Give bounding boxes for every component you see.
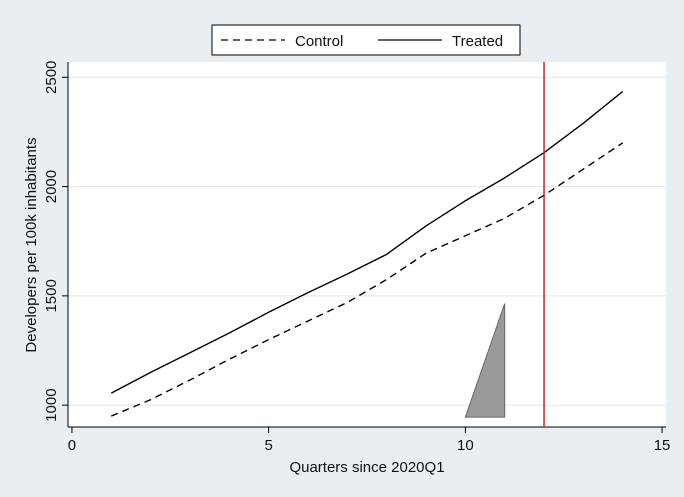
x-tick-label: 0: [68, 437, 76, 454]
grid-lines: [68, 76, 666, 406]
shaded-triangle: [464, 303, 506, 418]
legend-label-control: Control: [295, 33, 343, 50]
x-tick-label: 15: [654, 437, 671, 454]
y-tick-label: 2500: [43, 61, 60, 94]
y-tick-label: 1500: [43, 279, 60, 312]
legend: Control Treated: [211, 24, 521, 56]
axes: 1000 1500 2000 2500 0 5 10 15: [43, 61, 670, 454]
x-tick-label: 10: [457, 437, 474, 454]
plot-area: [68, 62, 666, 427]
legend-label-treated: Treated: [452, 33, 503, 50]
y-tick-label: 1000: [43, 388, 60, 421]
x-axis-label: Quarters since 2020Q1: [289, 459, 444, 476]
y-axis-label: Developers per 100k inhabitants: [23, 137, 40, 352]
y-tick-label: 2000: [43, 170, 60, 203]
x-tick-label: 5: [264, 437, 272, 454]
series-line-treated: [110, 90, 624, 394]
chart-marks: [110, 62, 624, 427]
